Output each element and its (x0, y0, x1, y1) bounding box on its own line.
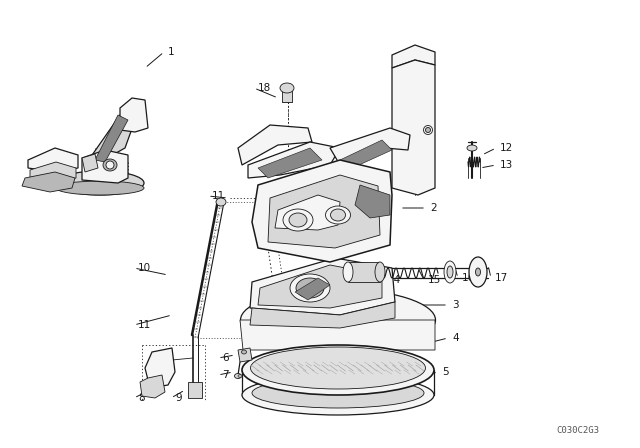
Polygon shape (248, 142, 340, 178)
Polygon shape (240, 320, 435, 350)
Polygon shape (340, 140, 392, 170)
Polygon shape (28, 148, 78, 172)
Text: 15: 15 (428, 275, 441, 285)
Text: 11: 11 (138, 320, 151, 330)
Polygon shape (250, 302, 395, 328)
Ellipse shape (103, 159, 117, 171)
Ellipse shape (106, 161, 114, 169)
Text: 6: 6 (222, 353, 228, 363)
Polygon shape (295, 278, 330, 300)
Polygon shape (250, 258, 395, 315)
Ellipse shape (424, 125, 433, 134)
Polygon shape (268, 175, 380, 248)
Polygon shape (330, 128, 410, 165)
Text: 17: 17 (495, 273, 508, 283)
Ellipse shape (234, 374, 241, 379)
Text: 18: 18 (258, 83, 271, 93)
Text: 16: 16 (462, 273, 476, 283)
Ellipse shape (238, 375, 242, 378)
Ellipse shape (476, 268, 481, 276)
Polygon shape (238, 125, 312, 165)
Ellipse shape (242, 345, 434, 395)
Ellipse shape (241, 289, 435, 351)
Polygon shape (392, 60, 435, 195)
Ellipse shape (467, 145, 477, 151)
Text: C030C2G3: C030C2G3 (557, 426, 600, 435)
Bar (348, 262, 380, 282)
Polygon shape (188, 382, 202, 398)
Text: 13: 13 (500, 160, 513, 170)
Ellipse shape (252, 378, 424, 408)
Text: 7: 7 (222, 370, 228, 380)
Polygon shape (82, 154, 98, 172)
Ellipse shape (290, 274, 330, 302)
Polygon shape (30, 162, 76, 182)
Polygon shape (90, 108, 138, 162)
Polygon shape (392, 45, 435, 68)
Text: 2: 2 (430, 203, 436, 213)
Text: 9: 9 (175, 393, 182, 403)
Ellipse shape (242, 375, 434, 415)
Ellipse shape (343, 262, 353, 282)
Polygon shape (120, 98, 148, 132)
Ellipse shape (326, 206, 351, 224)
Text: 10: 10 (138, 263, 151, 273)
Ellipse shape (56, 171, 144, 195)
Ellipse shape (216, 198, 226, 206)
Text: 11: 11 (212, 191, 225, 201)
Polygon shape (355, 185, 390, 218)
Polygon shape (252, 160, 392, 262)
Ellipse shape (241, 350, 246, 354)
Polygon shape (22, 172, 75, 192)
Ellipse shape (426, 128, 431, 133)
Ellipse shape (280, 83, 294, 93)
Text: 1: 1 (168, 47, 175, 57)
Text: 4: 4 (452, 333, 459, 343)
Text: 8: 8 (138, 393, 145, 403)
Polygon shape (95, 115, 128, 162)
Text: 3: 3 (452, 300, 459, 310)
Text: 14: 14 (388, 275, 401, 285)
Polygon shape (140, 375, 165, 398)
Text: 5: 5 (442, 367, 449, 377)
Polygon shape (258, 265, 382, 308)
Ellipse shape (330, 209, 346, 221)
Ellipse shape (447, 266, 453, 278)
Ellipse shape (283, 209, 313, 231)
Text: 12: 12 (500, 143, 513, 153)
Ellipse shape (289, 213, 307, 227)
Ellipse shape (56, 181, 144, 195)
Polygon shape (258, 148, 322, 178)
Ellipse shape (469, 257, 487, 287)
Ellipse shape (296, 278, 324, 298)
Polygon shape (82, 150, 128, 183)
Polygon shape (282, 88, 292, 102)
Ellipse shape (250, 347, 426, 389)
Polygon shape (238, 348, 252, 362)
Polygon shape (145, 348, 175, 388)
Polygon shape (275, 195, 340, 230)
Ellipse shape (375, 262, 385, 282)
Ellipse shape (444, 261, 456, 283)
